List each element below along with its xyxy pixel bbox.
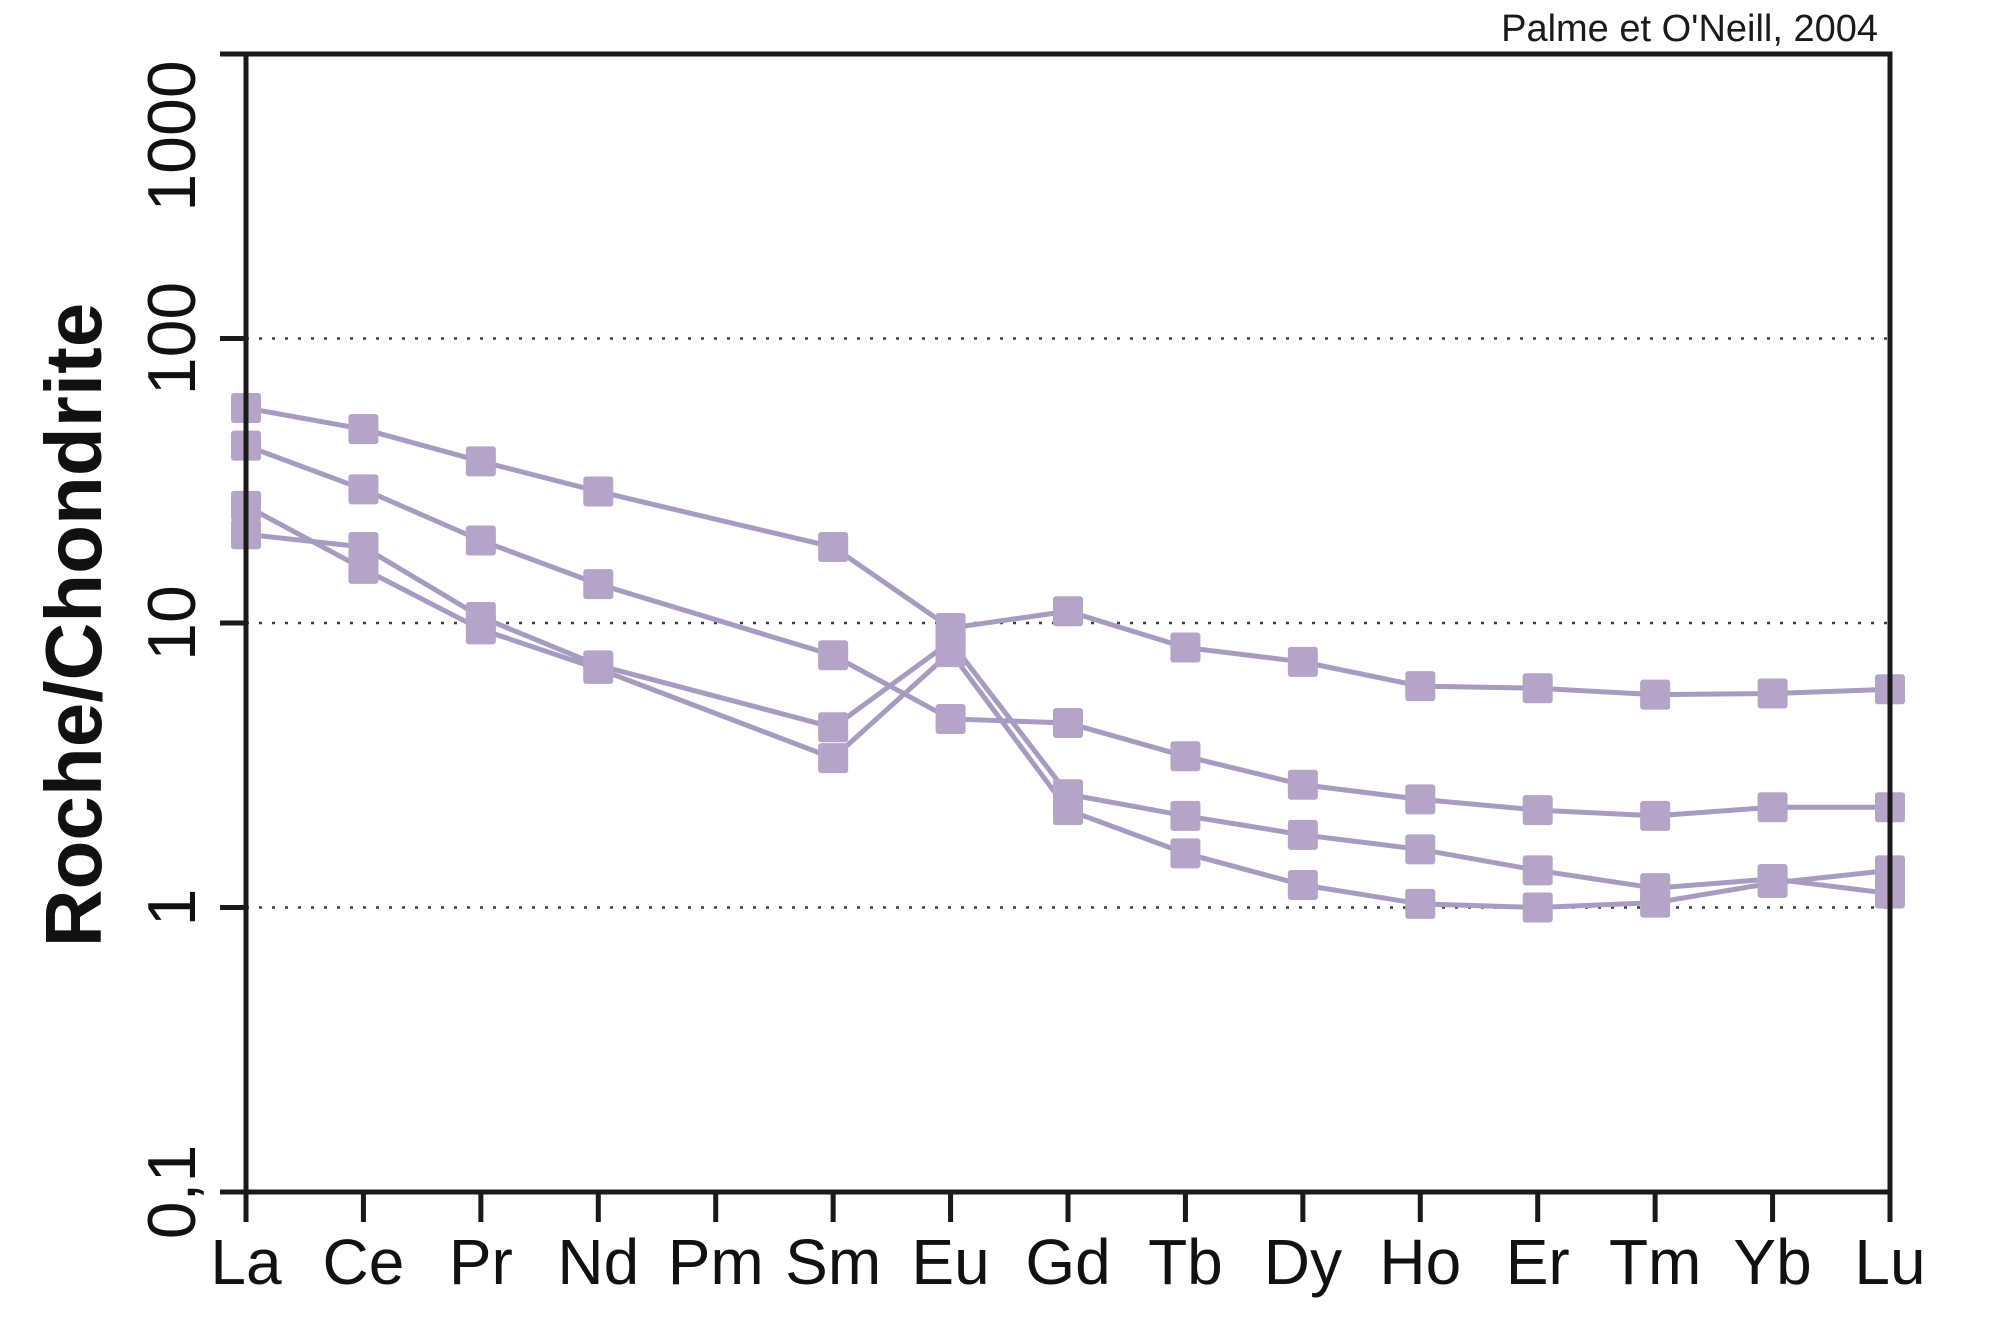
series-line-4 [244, 503, 1891, 911]
data-point-marker [818, 531, 849, 562]
data-point-marker [1405, 834, 1436, 865]
series-line-1 [245, 405, 1891, 698]
data-point-marker [935, 703, 966, 734]
x-tick-label: Eu [911, 1226, 989, 1298]
x-tick-label: La [210, 1226, 282, 1298]
data-point-marker [465, 525, 496, 556]
data-point-marker [1287, 819, 1318, 850]
y-tick-label: 100 [134, 282, 210, 395]
data-point-marker [1287, 869, 1318, 900]
x-tick-label: Gd [1025, 1226, 1110, 1298]
data-point-marker [818, 743, 849, 774]
data-point-marker [465, 614, 496, 645]
data-point-marker [348, 414, 379, 445]
data-point-marker [348, 474, 379, 505]
data-point-marker [1405, 671, 1436, 702]
series-line-3 [245, 531, 1891, 896]
data-point-marker [1053, 795, 1083, 826]
data-point-marker [1757, 867, 1788, 898]
x-tick-label: Ce [323, 1226, 405, 1298]
data-point-marker [1640, 800, 1671, 831]
data-point-marker [1640, 679, 1671, 710]
data-point-marker [935, 637, 966, 668]
y-tick-label: 10 [134, 585, 210, 661]
y-tick-label: 1000 [134, 60, 210, 211]
data-point-marker [818, 712, 849, 743]
data-point-marker [1757, 792, 1788, 823]
data-point-marker [818, 640, 849, 671]
data-point-marker [1287, 769, 1318, 800]
x-tick-label: Tm [1609, 1226, 1701, 1298]
data-point-marker [348, 553, 379, 584]
data-point-marker [583, 569, 614, 600]
data-point-marker [1757, 678, 1788, 709]
data-point-marker [583, 476, 614, 507]
data-point-marker [583, 653, 614, 684]
data-point-marker [1522, 673, 1553, 704]
x-tick-label: Lu [1854, 1226, 1925, 1298]
data-point-marker [1170, 741, 1201, 772]
data-point-marker [1405, 784, 1436, 815]
y-tick-label: 0,1 [134, 1145, 210, 1240]
attribution-text: Palme et O'Neill, 2004 [1501, 8, 1878, 50]
x-tick-label: Yb [1733, 1226, 1811, 1298]
data-point-marker [1170, 632, 1201, 663]
y-tick-label: 1 [134, 889, 210, 927]
data-point-marker [1522, 795, 1553, 826]
x-tick-label: Dy [1264, 1226, 1342, 1298]
data-point-marker [1522, 855, 1553, 886]
x-tick-label: Ho [1379, 1226, 1461, 1298]
data-point-marker [1053, 708, 1083, 739]
x-tick-label: Pr [449, 1226, 513, 1298]
data-point-marker [465, 446, 496, 477]
x-tick-label: Er [1506, 1226, 1570, 1298]
x-tick-label: Tb [1148, 1226, 1223, 1298]
x-tick-label: Sm [785, 1226, 881, 1298]
data-point-marker [1170, 800, 1201, 831]
x-tick-label: Pm [668, 1226, 764, 1298]
data-point-marker [1522, 892, 1553, 923]
data-point-marker [1053, 596, 1083, 627]
data-point-marker [1170, 838, 1201, 869]
data-point-marker [1405, 888, 1436, 919]
data-point-marker [1287, 646, 1318, 677]
data-point-marker [1640, 887, 1671, 918]
x-tick-label: Nd [557, 1226, 639, 1298]
series-line-2 [245, 443, 1890, 819]
